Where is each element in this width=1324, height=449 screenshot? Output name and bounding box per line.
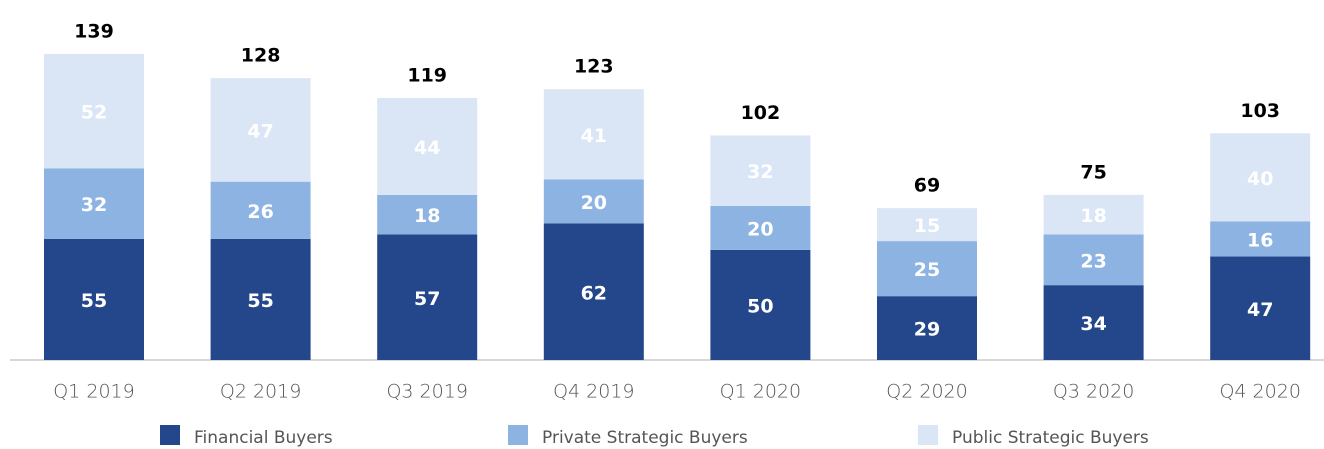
segment-label: 32: [81, 194, 107, 216]
bar-segment: [1210, 256, 1311, 360]
total-label: 128: [241, 45, 281, 67]
bar-segment: [1043, 194, 1144, 235]
bar-segment: [877, 296, 977, 360]
segment-label: 23: [1080, 250, 1106, 272]
legend-label: Private Strategic Buyers: [542, 428, 748, 448]
bar-segment: [1043, 234, 1144, 286]
x-tick-label: Q1 2020: [720, 381, 801, 403]
x-tick-label: Q2 2019: [220, 381, 301, 403]
bar-segment: [543, 223, 644, 360]
segment-label: 29: [914, 319, 940, 341]
segment-label: 20: [581, 192, 607, 214]
segment-label: 32: [747, 161, 773, 183]
segment-label: 25: [914, 259, 940, 281]
bar-segment: [710, 135, 811, 206]
bar-segment: [44, 54, 144, 169]
bar-segment: [710, 205, 811, 250]
bar-segment: [1210, 221, 1311, 257]
x-tick-label: Q3 2019: [386, 381, 467, 403]
x-tick-label: Q2 2020: [886, 381, 967, 403]
bar-segment: [377, 194, 478, 235]
x-tick-label: Q1 2019: [53, 381, 134, 403]
bar-segment: [877, 208, 977, 242]
segment-label: 55: [81, 290, 107, 312]
total-label: 102: [741, 102, 781, 124]
legend-label: Financial Buyers: [194, 428, 333, 448]
segment-label: 41: [581, 125, 607, 147]
bar-segment: [877, 241, 977, 297]
segment-label: 47: [1247, 299, 1273, 321]
segment-label: 40: [1247, 168, 1273, 190]
legend-swatch: [160, 425, 180, 445]
segment-label: 52: [81, 102, 107, 124]
segment-label: 18: [1080, 205, 1106, 227]
bar-segment: [710, 249, 811, 360]
bar-segment: [543, 179, 644, 224]
bar-segment: [210, 181, 311, 239]
segment-label: 50: [747, 295, 773, 317]
bar-segment: [44, 168, 144, 239]
bar-segment: [44, 238, 144, 360]
total-label: 103: [1240, 100, 1280, 122]
bar-segment: [543, 89, 644, 180]
total-label: 75: [1080, 161, 1106, 183]
legend-swatch: [508, 425, 528, 445]
x-tick-label: Q4 2020: [1219, 381, 1300, 403]
legend-label: Public Strategic Buyers: [952, 428, 1149, 448]
segment-label: 20: [747, 218, 773, 240]
segment-label: 16: [1247, 229, 1273, 251]
legend-swatch: [918, 425, 938, 445]
total-label: 123: [574, 56, 614, 78]
segment-label: 18: [414, 205, 440, 227]
segment-label: 57: [414, 288, 440, 310]
total-label: 119: [407, 65, 447, 87]
bar-segment: [1210, 133, 1311, 222]
x-tick-label: Q3 2020: [1053, 381, 1134, 403]
total-label: 69: [914, 175, 940, 197]
total-label: 139: [74, 21, 114, 43]
segment-label: 44: [414, 137, 440, 159]
segment-label: 62: [581, 282, 607, 304]
segment-label: 15: [914, 215, 940, 237]
bar-segment: [1043, 285, 1144, 360]
x-tick-label: Q4 2019: [553, 381, 634, 403]
segment-label: 34: [1080, 313, 1106, 335]
bar-segment: [377, 98, 478, 195]
bar-segment: [210, 78, 311, 182]
bar-segment: [210, 238, 311, 360]
segment-label: 26: [247, 201, 273, 223]
segment-label: 55: [247, 290, 273, 312]
segment-label: 47: [247, 120, 273, 142]
bar-segment: [377, 234, 478, 360]
